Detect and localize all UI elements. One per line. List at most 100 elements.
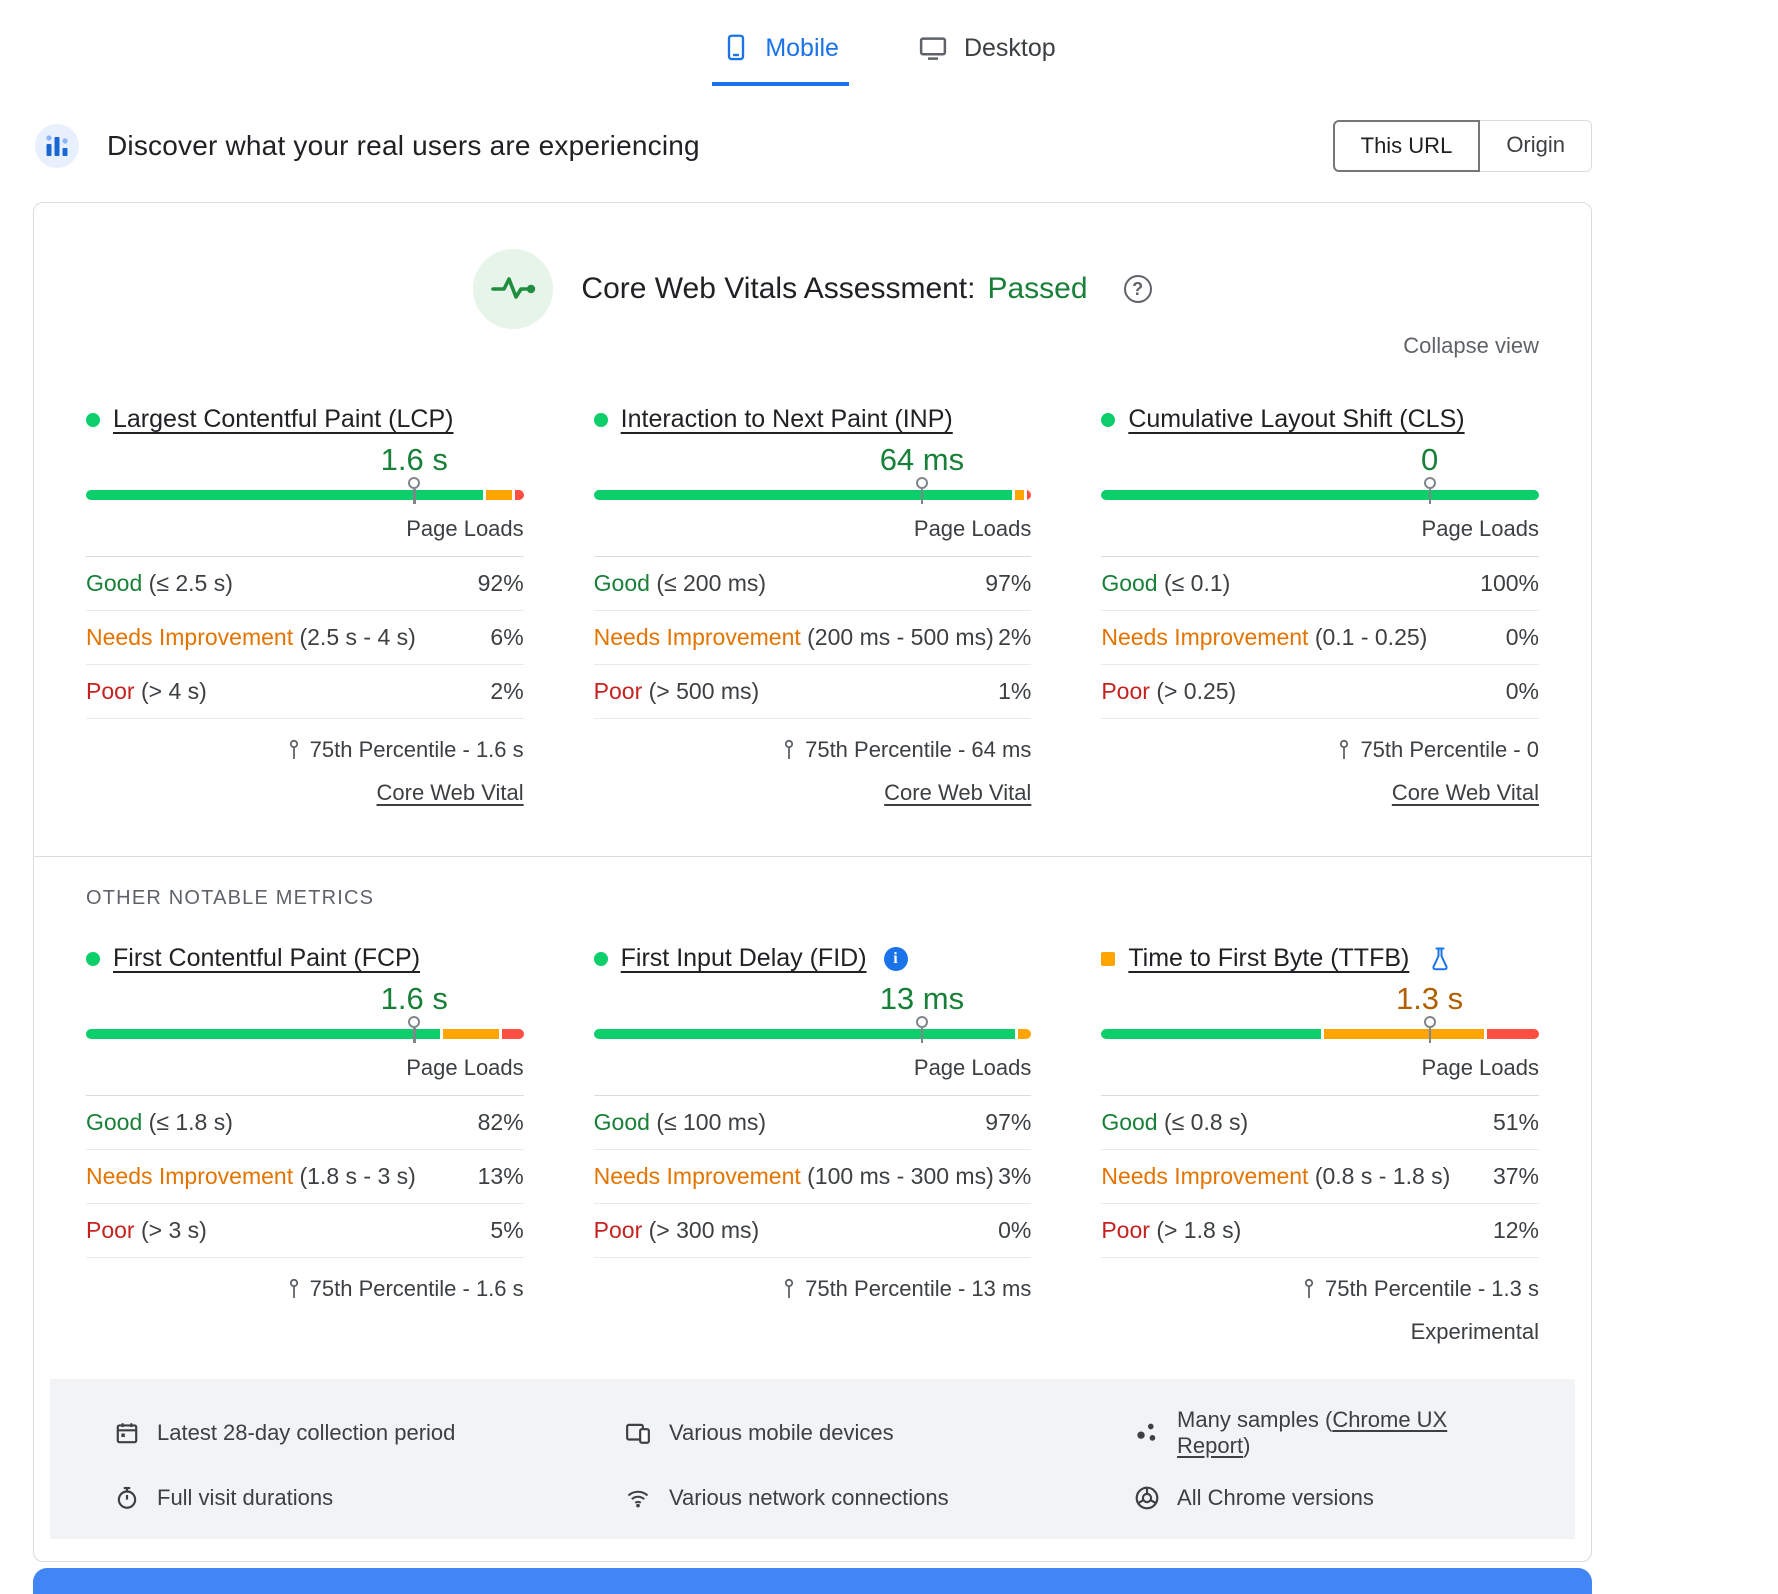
needs-improvement-range: (0.1 - 0.25)	[1314, 624, 1428, 650]
scope-origin-button[interactable]: Origin	[1480, 120, 1592, 172]
percentile-line: 75th Percentile - 1.3 s	[1101, 1276, 1539, 1302]
page-loads-label: Page Loads	[593, 500, 1032, 557]
good-range: (≤ 2.5 s)	[148, 570, 233, 596]
devices-text: Various mobile devices	[669, 1420, 894, 1445]
metric-value: 1.3 s	[1395, 981, 1464, 1016]
good-row: Good (≤ 1.8 s) 82%	[86, 1096, 524, 1150]
poor-percent: 0%	[998, 1217, 1032, 1243]
percentile-text: 75th Percentile - 64 ms	[805, 737, 1032, 762]
needs-improvement-percent: 2%	[998, 624, 1032, 650]
chrome-icon	[1135, 1486, 1159, 1510]
poor-range: (> 500 ms)	[648, 678, 760, 704]
metric-title-fid[interactable]: First Input Delay (FID)	[620, 944, 867, 972]
core-web-vital-link[interactable]: Core Web Vital	[376, 780, 524, 805]
metric-block-fcp: First Contentful Paint (FCP) 1.6 s Page …	[86, 944, 524, 1345]
metric-title-inp[interactable]: Interaction to Next Paint (INP)	[620, 405, 953, 433]
core-web-vital-link[interactable]: Core Web Vital	[884, 780, 1032, 805]
core-web-vitals-card: Core Web Vitals Assessment: Passed ? Col…	[33, 202, 1592, 1562]
devices-item: Various mobile devices	[624, 1407, 1134, 1459]
distribution-bar	[593, 490, 1032, 500]
good-range: (≤ 100 ms)	[656, 1109, 767, 1135]
pin-icon	[289, 739, 298, 759]
needs-improvement-label: Needs Improvement	[86, 624, 294, 650]
good-row: Good (≤ 200 ms) 97%	[593, 557, 1032, 611]
metric-value: 1.6 s	[380, 442, 448, 477]
good-segment	[593, 490, 1013, 500]
pin-icon	[784, 739, 794, 759]
good-percent: 82%	[477, 1109, 524, 1135]
good-status-dot-icon	[86, 951, 100, 966]
good-status-dot-icon	[593, 951, 608, 966]
needs-improvement-percent: 0%	[1505, 624, 1539, 650]
metric-value: 13 ms	[879, 981, 965, 1016]
tab-desktop[interactable]: Desktop	[907, 22, 1066, 86]
samples-item: Many samples (Chrome UX Report)	[1134, 1407, 1511, 1459]
p75-marker-icon	[1423, 1016, 1437, 1043]
good-label: Good	[593, 570, 650, 596]
poor-row: Poor (> 0.25) 0%	[1101, 665, 1539, 719]
samples-text: Many samples (Chrome UX Report)	[1177, 1407, 1448, 1458]
collection-period-text: Latest 28-day collection period	[157, 1420, 456, 1445]
device-tabs: Mobile Desktop	[0, 0, 1778, 86]
pin-icon	[784, 1278, 794, 1298]
percentile-line: 75th Percentile - 64 ms	[594, 737, 1032, 763]
poor-label: Poor	[86, 678, 135, 704]
experimental-flask-icon	[1428, 946, 1452, 972]
good-range: (≤ 1.8 s)	[148, 1109, 233, 1135]
poor-range: (> 1.8 s)	[1156, 1217, 1242, 1243]
metric-block-cls: Cumulative Layout Shift (CLS) 0 Page Loa…	[1101, 405, 1539, 806]
metric-block-lcp: Largest Contentful Paint (LCP) 1.6 s Pag…	[86, 405, 524, 806]
page-loads-label: Page Loads	[86, 500, 524, 557]
metric-title-fcp[interactable]: First Contentful Paint (FCP)	[113, 944, 421, 972]
p75-marker-icon	[407, 1016, 421, 1043]
good-label: Good	[593, 1109, 650, 1135]
info-icon[interactable]: i	[883, 946, 908, 971]
chrome-ux-report-link[interactable]: Chrome UX Report	[1177, 1407, 1448, 1458]
metric-title-cls[interactable]: Cumulative Layout Shift (CLS)	[1128, 405, 1465, 433]
needs-improvement-row: Needs Improvement (0.8 s - 1.8 s) 37%	[1101, 1150, 1539, 1204]
collapse-view-link[interactable]: Collapse view	[1403, 333, 1539, 358]
good-status-dot-icon	[86, 412, 100, 427]
collection-details-footer: Latest 28-day collection period Various …	[50, 1379, 1575, 1539]
tab-mobile[interactable]: Mobile	[712, 22, 849, 86]
good-percent: 97%	[985, 1109, 1032, 1135]
pin-icon	[289, 1278, 298, 1298]
metric-title-lcp[interactable]: Largest Contentful Paint (LCP)	[113, 405, 454, 433]
assessment-label: Core Web Vitals Assessment:	[581, 272, 976, 305]
scope-toggle: This URL Origin	[1332, 120, 1592, 172]
section-divider	[34, 856, 1591, 857]
percentile-line: 75th Percentile - 1.6 s	[86, 1276, 524, 1302]
collection-period-item: Latest 28-day collection period	[114, 1407, 624, 1459]
help-icon[interactable]: ?	[1123, 275, 1152, 303]
needs-improvement-row: Needs Improvement (1.8 s - 3 s) 13%	[86, 1150, 524, 1204]
percentile-text: 75th Percentile - 1.6 s	[309, 737, 524, 762]
distribution-bar	[86, 1029, 524, 1039]
pulse-icon	[473, 249, 554, 329]
poor-row: Poor (> 4 s) 2%	[86, 665, 524, 719]
real-users-icon	[33, 122, 81, 170]
page-loads-label: Page Loads	[593, 1039, 1032, 1096]
good-label: Good	[1101, 570, 1158, 596]
scope-this-url-button[interactable]: This URL	[1332, 120, 1481, 172]
metric-title-ttfb[interactable]: Time to First Byte (TTFB)	[1128, 944, 1410, 972]
good-range: (≤ 0.8 s)	[1163, 1109, 1249, 1135]
good-segment	[1101, 1029, 1322, 1039]
needs-improvement-range: (1.8 s - 3 s)	[299, 1163, 416, 1189]
core-web-vital-link[interactable]: Core Web Vital	[1391, 780, 1539, 805]
percentile-line: 75th Percentile - 0	[1101, 737, 1539, 763]
calendar-icon	[116, 1423, 138, 1444]
distribution-bar	[1101, 1029, 1539, 1039]
poor-label: Poor	[86, 1217, 135, 1243]
needs-improvement-row: Needs Improvement (2.5 s - 4 s) 6%	[86, 611, 524, 665]
needs-improvement-segment	[486, 490, 513, 500]
poor-label: Poor	[593, 1217, 643, 1243]
poor-segment	[515, 490, 524, 500]
p75-marker-icon	[1423, 477, 1437, 504]
poor-row: Poor (> 300 ms) 0%	[593, 1204, 1032, 1258]
good-segment	[593, 1029, 1016, 1039]
poor-percent: 0%	[1505, 678, 1539, 704]
poor-segment	[502, 1029, 524, 1039]
percentile-line: 75th Percentile - 1.6 s	[86, 737, 524, 763]
good-label: Good	[86, 1109, 143, 1135]
poor-row: Poor (> 500 ms) 1%	[593, 665, 1032, 719]
